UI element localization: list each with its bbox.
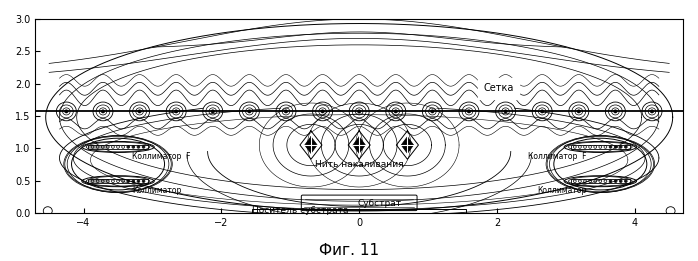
Circle shape (211, 110, 214, 113)
Circle shape (540, 110, 544, 113)
Text: Коллиматор  F: Коллиматор F (528, 152, 586, 161)
Circle shape (133, 180, 134, 182)
Bar (89, 179, 109, 183)
Circle shape (504, 110, 507, 113)
Text: Коллиматор: Коллиматор (537, 186, 586, 195)
Circle shape (609, 146, 611, 148)
Circle shape (127, 146, 129, 148)
Bar (89, 179, 148, 183)
Bar (89, 145, 148, 149)
Circle shape (248, 110, 251, 113)
Circle shape (138, 110, 141, 113)
Bar (89, 145, 109, 149)
Text: Коллиматор: Коллиматор (132, 186, 181, 195)
Circle shape (138, 146, 140, 148)
Circle shape (577, 110, 581, 113)
Circle shape (138, 180, 140, 182)
Circle shape (133, 146, 134, 148)
Text: Носитель субстрата: Носитель субстрата (253, 206, 349, 215)
Polygon shape (401, 137, 414, 153)
Circle shape (284, 110, 288, 113)
Circle shape (127, 180, 129, 182)
Polygon shape (305, 137, 317, 153)
Circle shape (620, 146, 622, 148)
Circle shape (357, 110, 361, 113)
Circle shape (609, 180, 611, 182)
Circle shape (142, 180, 144, 182)
Circle shape (651, 110, 654, 113)
Circle shape (625, 146, 627, 148)
Text: Коллиматор  F: Коллиматор F (132, 152, 191, 161)
Circle shape (174, 110, 178, 113)
Circle shape (615, 146, 616, 148)
Circle shape (101, 110, 105, 113)
Circle shape (625, 180, 627, 182)
Circle shape (467, 110, 470, 113)
Circle shape (431, 110, 434, 113)
Circle shape (65, 110, 68, 113)
Circle shape (614, 110, 617, 113)
Polygon shape (353, 137, 365, 153)
Circle shape (142, 146, 144, 148)
Text: Нить накаливания: Нить накаливания (315, 160, 403, 169)
Text: Фиг. 11: Фиг. 11 (319, 244, 379, 258)
Circle shape (394, 110, 397, 113)
Text: Сетка: Сетка (483, 83, 514, 93)
Bar (253, 209, 466, 213)
Circle shape (620, 180, 622, 182)
Bar (571, 179, 630, 183)
Circle shape (321, 110, 325, 113)
Circle shape (615, 180, 616, 182)
Text: Субстрат: Субстрат (358, 199, 402, 208)
Bar (571, 145, 630, 149)
